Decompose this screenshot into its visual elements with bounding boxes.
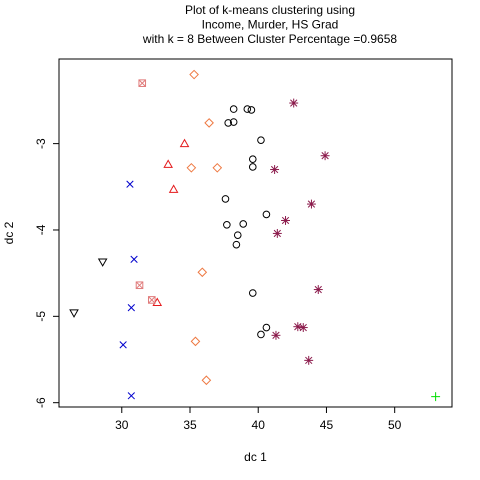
data-point-diamond	[189, 69, 199, 80]
plot-frame	[58, 58, 453, 408]
data-point-circle	[229, 118, 238, 126]
data-point-triangle-down	[97, 258, 108, 267]
data-point-diamond	[201, 375, 212, 386]
data-point-diamond	[197, 267, 208, 278]
y-tick-label: -5	[34, 311, 48, 322]
data-point-diamond	[204, 118, 214, 128]
x-tick-label: 35	[183, 418, 197, 432]
data-point-circle	[223, 220, 231, 229]
y-tick-label: -3	[34, 138, 48, 149]
data-point-circle	[257, 136, 265, 144]
data-point-triangle-up	[163, 159, 173, 168]
data-point-asterisk	[304, 355, 314, 365]
data-point-circle	[239, 220, 248, 228]
data-point-asterisk	[289, 98, 299, 108]
data-point-asterisk	[272, 228, 282, 238]
data-point-circle	[243, 105, 252, 113]
data-point-circle	[233, 231, 242, 239]
data-point-asterisk	[271, 330, 281, 340]
data-point-asterisk	[298, 323, 308, 333]
data-point-triangle-down	[69, 309, 79, 318]
title-line-3: with k = 8 Between Cluster Percentage =0…	[142, 32, 397, 46]
data-point-asterisk	[281, 216, 290, 225]
data-point-square-x	[135, 281, 144, 290]
data-point-asterisk	[270, 165, 280, 174]
y-tick-label: -4	[34, 224, 48, 235]
x-axis: 30 35 40 45 50	[115, 407, 402, 432]
data-point-triangle-up	[179, 138, 190, 148]
y-axis-label: dc 2	[2, 221, 16, 244]
data-point-cross	[127, 304, 135, 312]
data-point-diamond	[212, 162, 223, 173]
chart-title: Plot of k-means clustering using Income,…	[142, 3, 397, 46]
x-tick-label: 40	[252, 418, 266, 432]
data-point-circle	[224, 119, 233, 127]
data-point-cross	[126, 180, 134, 188]
data-point-circle	[262, 323, 271, 332]
data-point-square-x	[147, 296, 156, 304]
data-point-circle	[248, 289, 257, 297]
data-point-circle	[257, 330, 265, 339]
data-point-triangle-up	[168, 184, 179, 193]
data-point-square-x	[138, 79, 147, 87]
data-point-circle	[248, 155, 257, 163]
data-point-asterisk	[293, 322, 303, 332]
data-point-cross	[130, 255, 138, 263]
data-points	[69, 69, 441, 402]
data-point-asterisk	[320, 151, 330, 161]
y-tick-label: -6	[34, 397, 48, 408]
data-point-diamond	[190, 336, 201, 347]
data-point-cross	[127, 392, 135, 400]
data-point-asterisk	[306, 199, 316, 209]
x-tick-label: 30	[115, 418, 129, 432]
title-line-2: Income, Murder, HS Grad	[202, 18, 339, 32]
data-point-diamond	[186, 162, 197, 173]
data-point-cross	[119, 341, 127, 349]
data-point-plus	[431, 392, 441, 402]
data-point-circle	[247, 106, 256, 114]
data-point-asterisk	[313, 285, 323, 295]
data-point-circle	[232, 240, 241, 249]
x-tick-label: 50	[388, 418, 402, 432]
y-axis: -6 -5 -4 -3	[34, 138, 59, 408]
title-line-1: Plot of k-means clustering using	[185, 3, 355, 17]
data-point-circle	[229, 105, 238, 113]
data-point-circle	[262, 210, 271, 219]
x-axis-label: dc 1	[244, 450, 267, 464]
data-point-circle	[221, 195, 230, 203]
x-tick-label: 45	[320, 418, 334, 432]
data-point-circle	[248, 163, 257, 171]
